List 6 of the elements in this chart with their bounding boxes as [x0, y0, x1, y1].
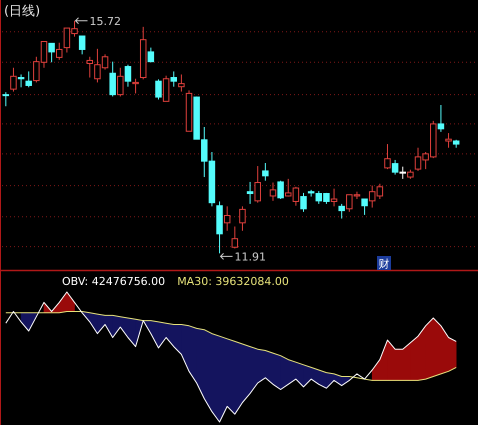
annotation: 财 [378, 258, 390, 270]
annotation: 15.72 [90, 14, 122, 28]
text: MA30: 39632084.00 [177, 275, 289, 288]
annotation: 11.91 [234, 250, 266, 264]
series-label: OBV: 42476756.00 [62, 275, 166, 288]
chart-title: (日线) [4, 4, 40, 19]
